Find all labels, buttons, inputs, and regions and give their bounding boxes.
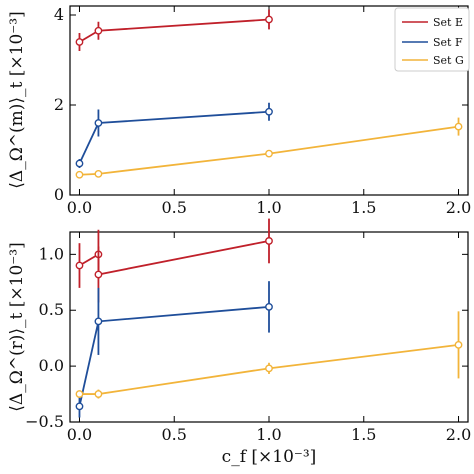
legend-label-set-f: Set F — [433, 36, 463, 49]
data-point-set-f — [75, 402, 84, 411]
data-point-set-e — [265, 237, 273, 245]
data-point-set-g — [94, 390, 103, 398]
x-tick-label: 0.0 — [67, 198, 92, 217]
bottom-ticks: 0.0 0.5 1.0 1.5 2.0−0.50.00.51.0 — [25, 232, 471, 444]
top-y-axis-label: ⟨Δ_Ω^(m)⟩_t [×10⁻³] — [7, 11, 27, 188]
series-line-set-e — [79, 240, 270, 276]
x-tick-label: 0.5 — [162, 198, 187, 217]
x-tick-label: 1.0 — [256, 198, 281, 217]
data-point-set-e — [75, 261, 84, 270]
x-tick-label: 2.0 — [446, 198, 471, 217]
x-tick-label: 1.0 — [256, 425, 281, 444]
data-point-set-g — [454, 122, 463, 131]
top-series — [75, 9, 463, 179]
series-line-set-g — [79, 343, 459, 395]
data-point-set-f — [75, 159, 84, 168]
data-point-set-e — [265, 15, 273, 24]
x-tick-label: 0.5 — [162, 425, 187, 444]
bottom-series — [75, 218, 463, 418]
bottom-panel: ⟨Δ_Ω^(r)⟩_t [×10⁻³] c_f [×10⁻³] 0.0 0.5 1.… — [7, 218, 471, 467]
series-line-set-f — [78, 110, 270, 164]
y-tick-label: 0 — [54, 185, 64, 204]
legend-box — [394, 7, 470, 72]
x-tick-label: 0.0 — [67, 425, 92, 444]
data-point-set-g — [454, 340, 463, 349]
x-tick-label: 1.5 — [351, 425, 376, 444]
legend-label-set-e: Set E — [433, 16, 463, 29]
data-point-set-g — [94, 169, 103, 178]
series-line-set-f — [78, 305, 270, 407]
data-point-set-g — [265, 364, 273, 373]
data-point-set-f — [265, 302, 273, 311]
data-point-set-f — [94, 119, 103, 127]
x-tick-label: 2.0 — [446, 425, 471, 444]
data-point-set-f — [265, 107, 273, 116]
y-tick-label: 0.0 — [39, 356, 64, 375]
data-point-set-e — [75, 38, 84, 46]
legend: Set E Set F Set G — [394, 7, 470, 72]
x-axis-label: c_f [×10⁻³] — [222, 447, 317, 467]
data-point-set-f — [94, 317, 103, 326]
bottom-y-axis-label: ⟨Δ_Ω^(r)⟩_t [×10⁻³] — [7, 242, 27, 411]
top-panel: ⟨Δ_Ω^(m)⟩_t [×10⁻³] 0.0 0.5 1.0 1.5 2.0 0 2 4 S… — [7, 5, 471, 217]
series-line-set-g — [79, 125, 459, 176]
data-point-set-g — [265, 149, 273, 158]
y-tick-label: 1.0 — [39, 244, 64, 263]
y-tick-label: 2 — [54, 95, 64, 114]
data-point-set-g — [75, 390, 84, 398]
series-line-set-e — [79, 18, 270, 43]
data-point-set-e — [94, 26, 103, 35]
y-tick-label: 0.5 — [39, 300, 64, 319]
top-ticks: 0.0 0.5 1.0 1.5 2.0 0 2 4 — [54, 5, 471, 217]
data-point-set-g — [75, 170, 84, 179]
x-tick-label: 1.5 — [351, 198, 376, 217]
legend-label-set-g: Set G — [433, 54, 464, 67]
y-tick-label: 4 — [54, 5, 64, 24]
data-point-set-e — [94, 270, 103, 279]
y-tick-label: −0.5 — [25, 412, 64, 431]
